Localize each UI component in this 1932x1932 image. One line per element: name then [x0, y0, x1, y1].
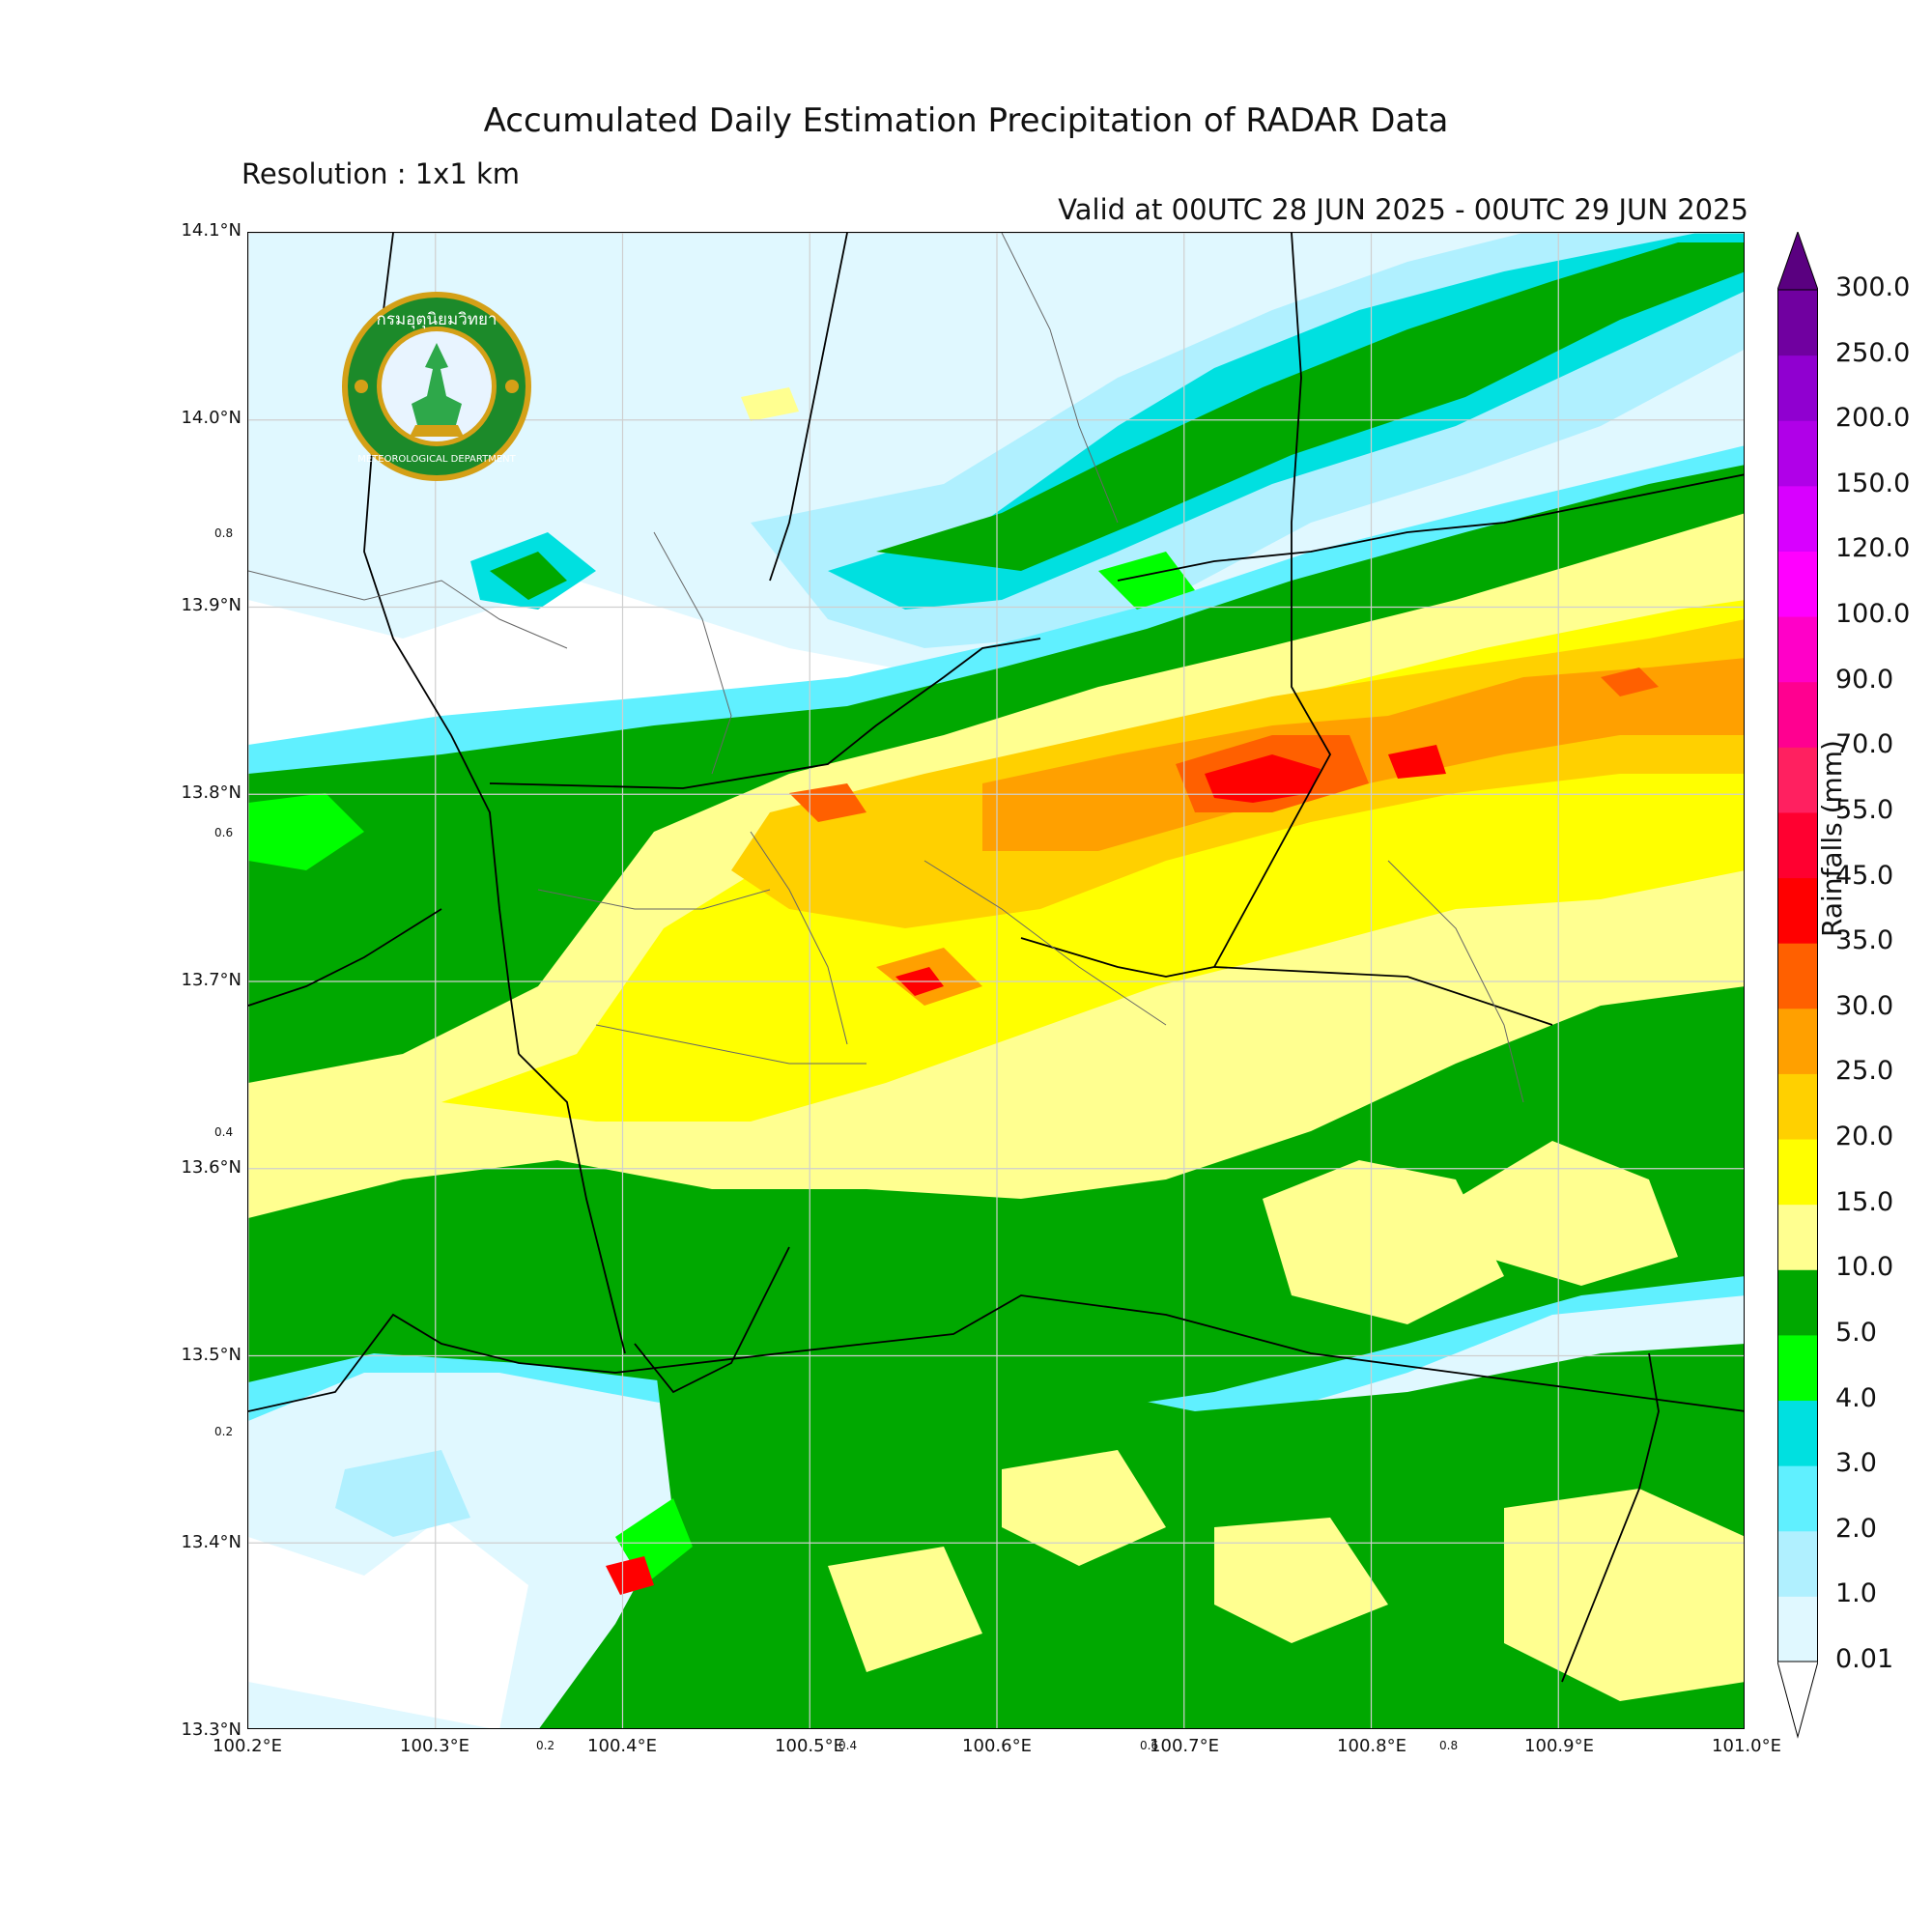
colorbar-tick-label: 120.0 — [1835, 533, 1911, 564]
minor-y-tick: 0.4 — [214, 1125, 234, 1139]
lon-tick: 100.3°E — [400, 1736, 469, 1756]
precipitation-field — [248, 233, 1744, 1728]
lat-tick: 13.4°N — [181, 1532, 242, 1552]
minor-x-tick: 0.6 — [1140, 1739, 1159, 1752]
chart-title: Accumulated Daily Estimation Precipitati… — [483, 101, 1449, 140]
minor-y-tick: 0.2 — [214, 1425, 234, 1438]
colorbar-segment — [1777, 290, 1818, 356]
lat-tick: 14.1°N — [181, 220, 242, 241]
colorbar-segment — [1777, 1465, 1818, 1532]
colorbar-tick-label: 70.0 — [1835, 729, 1894, 760]
dry-area — [248, 1518, 528, 1728]
colorbar-segment — [1777, 1204, 1818, 1270]
colorbar-segment — [1777, 1596, 1818, 1662]
colorbar-tick-label: 15.0 — [1835, 1186, 1894, 1217]
colorbar-segment — [1777, 681, 1818, 748]
lon-tick: 100.4°E — [587, 1736, 657, 1756]
colorbar-segment — [1777, 1008, 1818, 1074]
colorbar-segment — [1777, 1400, 1818, 1466]
colorbar-tick-label: 0.01 — [1835, 1644, 1894, 1674]
colorbar-tick-label: 1.0 — [1835, 1578, 1877, 1609]
colorbar-tick-label: 250.0 — [1835, 337, 1911, 368]
colorbar-segment — [1777, 420, 1818, 487]
colorbar-segment — [1777, 551, 1818, 617]
lon-tick: 100.8°E — [1337, 1736, 1406, 1756]
tmd-logo: กรมอุตุนิยมวิทยา METEOROLOGICAL DEPARTME… — [342, 292, 531, 481]
valid-time-label: Valid at 00UTC 28 JUN 2025 - 00UTC 29 JU… — [1058, 193, 1748, 226]
colorbar-tick-label: 20.0 — [1835, 1122, 1894, 1152]
colorbar-tick-label: 4.0 — [1835, 1382, 1877, 1413]
lat-tick: 13.5°N — [181, 1345, 242, 1365]
colorbar-segment — [1777, 485, 1818, 552]
colorbar-segment — [1777, 1073, 1818, 1140]
colorbar-segment — [1777, 943, 1818, 1009]
colorbar-tick-label: 150.0 — [1835, 468, 1911, 498]
lat-tick: 13.7°N — [181, 970, 242, 990]
colorbar-tick-label: 5.0 — [1835, 1317, 1877, 1348]
lat-tick: 13.8°N — [181, 782, 242, 803]
colorbar-tick-label: 3.0 — [1835, 1448, 1877, 1479]
colorbar-axis-label: Rainfalls (mm) — [1816, 740, 1848, 937]
colorbar-tick-label: 45.0 — [1835, 860, 1894, 891]
colorbar-tick-label: 35.0 — [1835, 925, 1894, 956]
colorbar-tick-label: 200.0 — [1835, 403, 1911, 434]
radar-map[interactable] — [247, 232, 1745, 1729]
lon-tick: 100.6°E — [962, 1736, 1032, 1756]
minor-x-tick: 0.8 — [1439, 1739, 1459, 1752]
colorbar-tick-label: 2.0 — [1835, 1513, 1877, 1544]
lat-tick: 13.6°N — [181, 1157, 242, 1178]
colorbar-segment — [1777, 747, 1818, 813]
lat-tick: 13.9°N — [181, 595, 242, 615]
map-gridlines — [248, 233, 1744, 1728]
colorbar-under-extension — [1777, 1661, 1818, 1739]
colorbar-segment — [1777, 616, 1818, 683]
lon-tick: 101.0°E — [1712, 1736, 1781, 1756]
lat-tick: 13.3°N — [181, 1719, 242, 1740]
lon-tick: 100.5°E — [775, 1736, 844, 1756]
minor-x-tick: 0.4 — [838, 1739, 858, 1752]
colorbar-tick-label: 100.0 — [1835, 599, 1911, 630]
colorbar-tick-label: 10.0 — [1835, 1252, 1894, 1283]
colorbar-tick-label: 55.0 — [1835, 794, 1894, 825]
colorbar-segment — [1777, 355, 1818, 421]
lat-tick: 14.0°N — [181, 408, 242, 428]
colorbar-tick-label: 90.0 — [1835, 664, 1894, 695]
colorbar-segment — [1777, 1530, 1818, 1597]
lon-tick: 100.7°E — [1150, 1736, 1219, 1756]
colorbar-segment — [1777, 1334, 1818, 1402]
minor-x-tick: 0.2 — [536, 1739, 555, 1752]
colorbar-segment — [1777, 811, 1818, 879]
minor-y-tick: 0.8 — [214, 526, 234, 540]
minor-y-tick: 0.6 — [214, 826, 234, 839]
logo-thai-text: กรมอุตุนิยมวิทยา — [377, 310, 497, 329]
colorbar-over-extension — [1777, 232, 1818, 291]
colorbar-segment — [1777, 1139, 1818, 1206]
colorbar-tick-label: 25.0 — [1835, 1056, 1894, 1087]
colorbar-segment — [1777, 1269, 1818, 1336]
resolution-label: Resolution : 1x1 km — [242, 157, 521, 190]
colorbar-tick-label: 30.0 — [1835, 990, 1894, 1021]
colorbar-segment — [1777, 877, 1818, 944]
lon-tick: 100.2°E — [213, 1736, 282, 1756]
colorbar-tick-label: 300.0 — [1835, 272, 1911, 302]
colorbar — [1777, 232, 1818, 1739]
province-boundaries — [248, 233, 1744, 1683]
district-boundaries — [248, 233, 1524, 1103]
lon-tick: 100.9°E — [1524, 1736, 1594, 1756]
logo-english-text: METEOROLOGICAL DEPARTMENT — [357, 454, 516, 465]
